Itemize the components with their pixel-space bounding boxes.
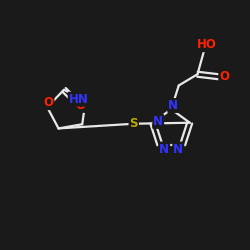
Text: O: O [219,70,229,83]
Text: O: O [44,96,54,109]
Text: S: S [130,117,138,130]
Text: O: O [75,99,85,112]
Text: N: N [159,142,169,156]
Text: HN: HN [69,93,88,106]
Text: N: N [173,142,183,156]
Text: N: N [168,99,178,112]
Text: N: N [153,115,163,128]
Text: HO: HO [197,38,217,51]
